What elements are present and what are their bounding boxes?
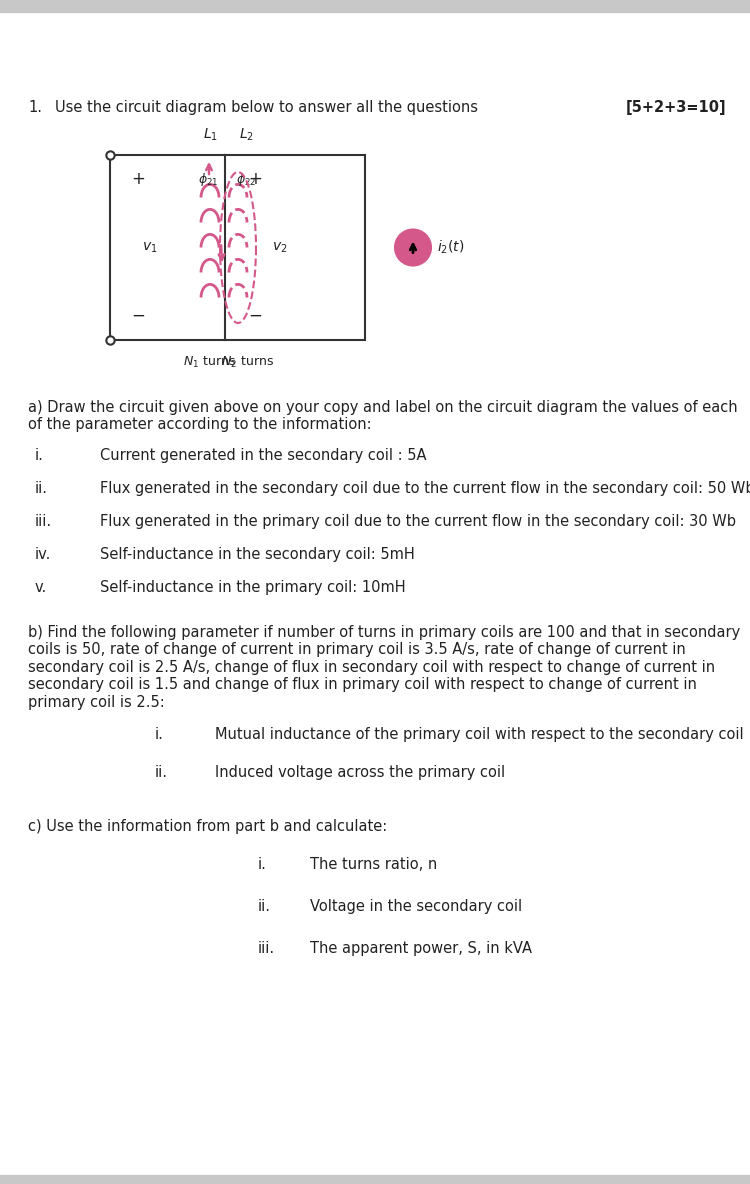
Text: 1.: 1. (28, 99, 42, 115)
Text: Current generated in the secondary coil : 5A: Current generated in the secondary coil … (100, 448, 427, 463)
Text: v.: v. (35, 580, 47, 596)
Text: The turns ratio, n: The turns ratio, n (310, 857, 437, 871)
Text: The apparent power, S, in kVA: The apparent power, S, in kVA (310, 941, 532, 955)
Text: −: − (131, 307, 145, 324)
Text: i.: i. (258, 857, 267, 871)
Text: i.: i. (155, 727, 164, 742)
Text: +: + (248, 170, 262, 188)
Text: ii.: ii. (258, 899, 271, 914)
Text: Self-inductance in the secondary coil: 5mH: Self-inductance in the secondary coil: 5… (100, 547, 415, 562)
Text: Voltage in the secondary coil: Voltage in the secondary coil (310, 899, 522, 914)
Text: Self-inductance in the primary coil: 10mH: Self-inductance in the primary coil: 10m… (100, 580, 406, 596)
Text: $N_1$ turns: $N_1$ turns (184, 354, 236, 369)
Text: ii.: ii. (155, 765, 168, 780)
Text: a) Draw the circuit given above on your copy and label on the circuit diagram th: a) Draw the circuit given above on your … (28, 400, 737, 432)
Text: c) Use the information from part b and calculate:: c) Use the information from part b and c… (28, 819, 387, 834)
Text: $\phi_{21}$: $\phi_{21}$ (198, 170, 218, 188)
Text: Mutual inductance of the primary coil with respect to the secondary coil: Mutual inductance of the primary coil wi… (215, 727, 743, 742)
Text: +: + (131, 170, 145, 188)
Circle shape (395, 230, 431, 265)
Text: $L_1$: $L_1$ (202, 127, 217, 143)
Text: $v_2$: $v_2$ (272, 240, 288, 255)
Text: Induced voltage across the primary coil: Induced voltage across the primary coil (215, 765, 506, 780)
Text: −: − (248, 307, 262, 324)
Text: Use the circuit diagram below to answer all the questions: Use the circuit diagram below to answer … (55, 99, 478, 115)
Text: $N_2$ turns: $N_2$ turns (221, 354, 274, 369)
Text: ii.: ii. (35, 481, 48, 496)
Text: iii.: iii. (258, 941, 275, 955)
Text: Flux generated in the primary coil due to the current flow in the secondary coil: Flux generated in the primary coil due t… (100, 514, 736, 529)
Bar (0, 0, 750, 12)
Text: iv.: iv. (35, 547, 51, 562)
Text: i.: i. (35, 448, 44, 463)
Bar (0, 1175, 750, 1184)
Text: $L_2$: $L_2$ (238, 127, 254, 143)
Text: $\phi_{22}$: $\phi_{22}$ (236, 170, 256, 188)
Text: $i_2(t)$: $i_2(t)$ (437, 239, 464, 256)
Text: iii.: iii. (35, 514, 52, 529)
Text: [5+2+3=10]: [5+2+3=10] (626, 99, 726, 115)
Text: $v_1$: $v_1$ (142, 240, 158, 255)
Text: Flux generated in the secondary coil due to the current flow in the secondary co: Flux generated in the secondary coil due… (100, 481, 750, 496)
Text: b) Find the following parameter if number of turns in primary coils are 100 and : b) Find the following parameter if numbe… (28, 625, 740, 709)
